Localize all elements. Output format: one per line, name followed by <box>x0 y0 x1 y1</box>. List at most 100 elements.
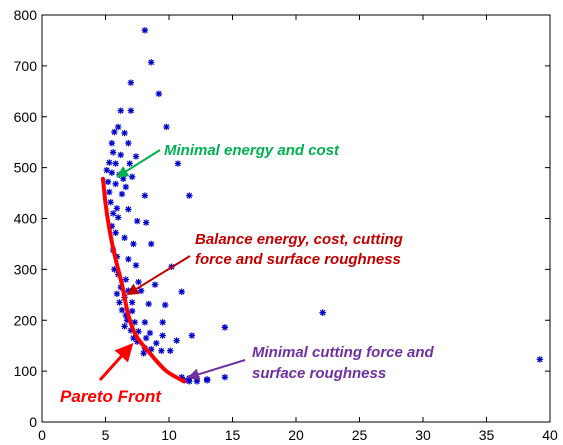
data-point <box>112 229 119 236</box>
data-point <box>146 329 154 337</box>
data-point <box>117 107 124 114</box>
data-point <box>148 240 155 248</box>
data-point <box>127 107 135 114</box>
data-point <box>115 123 122 131</box>
data-point <box>153 339 160 347</box>
data-point <box>137 287 145 294</box>
data-point <box>122 183 130 191</box>
x-tick-label: 35 <box>479 427 495 443</box>
data-point <box>141 27 149 34</box>
data-point <box>151 281 159 288</box>
data-point <box>141 319 149 326</box>
x-tick-label: 30 <box>415 427 431 443</box>
data-point <box>120 175 127 183</box>
data-point <box>140 350 147 357</box>
data-point <box>121 234 128 242</box>
data-point <box>536 356 544 363</box>
data-point <box>135 328 142 335</box>
data-point <box>135 278 142 286</box>
data-point <box>128 299 136 306</box>
x-tick-label: 0 <box>38 427 46 443</box>
data-point <box>108 140 116 147</box>
data-point <box>178 374 185 381</box>
data-point <box>108 222 116 230</box>
data-point <box>112 180 119 188</box>
y-tick-label: 500 <box>14 160 38 176</box>
data-point <box>116 299 123 306</box>
y-tick-label: 200 <box>14 312 38 328</box>
x-tick-label: 10 <box>161 427 177 443</box>
data-point <box>111 128 118 136</box>
data-point <box>125 256 132 263</box>
data-point <box>107 199 114 206</box>
data-point <box>186 192 193 199</box>
data-point <box>122 276 130 283</box>
annotation-minimal-force-line-2: surface roughness <box>252 365 386 382</box>
data-point <box>155 90 163 98</box>
data-point <box>113 290 121 297</box>
data-point <box>111 266 118 273</box>
annotation-balance-line-2: force and surface roughness <box>195 251 401 268</box>
data-point <box>122 311 130 319</box>
data-point <box>142 334 150 342</box>
data-point <box>142 219 150 226</box>
pareto-front-arrow <box>98 343 134 382</box>
data-point <box>221 324 229 331</box>
data-point <box>134 217 141 225</box>
data-point <box>106 188 113 196</box>
x-axis: 0 5 10 15 20 25 30 35 40 <box>38 15 558 443</box>
annotation-minimal-force-line-1: Minimal cutting force and <box>252 344 435 361</box>
y-tick-label: 300 <box>14 261 38 277</box>
y-tick-label: 600 <box>14 109 38 125</box>
data-point <box>125 140 132 147</box>
y-tick-label: 0 <box>29 414 37 430</box>
data-point <box>103 166 110 174</box>
data-point <box>125 206 132 213</box>
data-point <box>221 374 229 381</box>
data-point <box>158 347 165 354</box>
data-point <box>115 214 122 221</box>
annotation-arrow-minimal-energy <box>116 149 161 178</box>
data-point <box>167 347 174 354</box>
y-axis: 0 100 200 300 400 500 600 700 800 <box>14 7 550 430</box>
data-point <box>109 149 117 156</box>
data-point <box>118 190 126 198</box>
data-point <box>148 346 155 353</box>
y-tick-label: 100 <box>14 363 38 379</box>
data-point <box>174 160 182 167</box>
data-point <box>186 378 193 385</box>
data-point <box>128 173 136 180</box>
data-point <box>130 240 137 248</box>
annotation-balance-line-1: Balance energy, cost, cutting <box>195 231 403 248</box>
data-point <box>173 337 180 344</box>
data-point <box>106 159 113 166</box>
data-point <box>104 178 112 186</box>
annotation-arrow-balance <box>126 255 191 296</box>
data-point <box>121 323 128 330</box>
data-point <box>127 327 135 334</box>
data-point <box>113 205 121 212</box>
data-point <box>188 332 196 339</box>
x-tick-label: 15 <box>225 427 241 443</box>
data-point <box>123 317 131 324</box>
data-point <box>132 262 140 269</box>
data-point <box>134 338 141 345</box>
data-point <box>203 377 211 384</box>
data-point <box>145 300 152 308</box>
data-point <box>128 307 136 315</box>
data-point <box>126 160 133 167</box>
annotation-minimal-energy-cost: Minimal energy and cost <box>164 142 340 159</box>
data-point <box>178 288 185 295</box>
data-point <box>132 153 140 160</box>
pareto-front-curve <box>100 176 187 384</box>
data-point <box>141 192 149 199</box>
data-point <box>118 306 126 314</box>
data-point <box>193 378 201 385</box>
x-tick-label: 40 <box>542 427 558 443</box>
data-point <box>127 79 135 86</box>
x-tick-label: 5 <box>102 427 110 443</box>
data-point <box>159 319 166 326</box>
data-point <box>161 301 169 309</box>
data-point <box>112 160 119 167</box>
